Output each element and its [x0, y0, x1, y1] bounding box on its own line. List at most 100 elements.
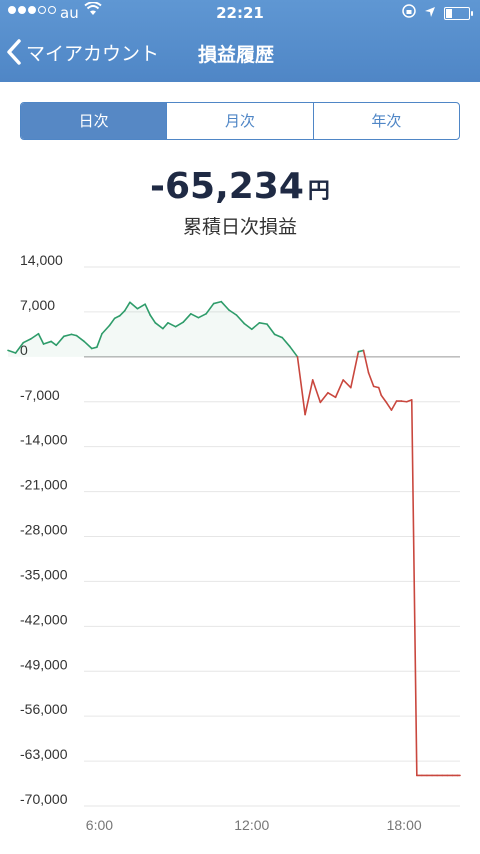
series-segment [90, 346, 98, 350]
series-segment [385, 401, 393, 411]
series-segment [197, 313, 207, 319]
pnl-line-chart: 14,000 7,000 0 -7,000 -14,000 -21,000 -28,000 -… [7, 252, 461, 833]
y-tick-label: -63,000 [20, 746, 68, 762]
series-segment [50, 340, 58, 347]
period-segmented-control: 日次 月次 年次 [20, 102, 460, 140]
y-tick-label: -14,000 [20, 432, 68, 448]
series-segment [350, 350, 360, 389]
back-label: マイアカウント [26, 42, 160, 65]
total-pnl-label: 累積日次損益 [182, 216, 297, 238]
status-bar: au 22:21 [0, 0, 480, 26]
wifi-icon [84, 1, 102, 20]
series-segment [220, 300, 230, 311]
y-tick-label: -35,000 [20, 566, 68, 582]
series-segment [205, 302, 215, 315]
series-segment [319, 391, 329, 404]
series-segment [154, 322, 164, 330]
tab-monthly[interactable]: 月次 [166, 103, 312, 139]
series-segment [281, 336, 291, 348]
series-segment [70, 333, 78, 337]
series-segment [167, 322, 177, 328]
page-title: 損益履歴 [198, 44, 275, 66]
series-segment [410, 399, 418, 777]
series-segment [22, 338, 32, 344]
y-tick-label: -28,000 [20, 522, 68, 538]
series-segment [362, 349, 370, 374]
location-icon [424, 4, 436, 22]
series-segment [367, 372, 375, 388]
series-segment [75, 334, 85, 343]
series-segment [144, 303, 152, 316]
series-segment [30, 332, 40, 340]
total-pnl-unit: 円 [307, 179, 330, 204]
series-segment [304, 379, 314, 416]
series-segment [101, 324, 111, 335]
series-segment [162, 322, 169, 330]
series-segment [289, 345, 299, 358]
series-segment [390, 400, 398, 411]
series-segment [342, 379, 352, 389]
y-tick-label: -70,000 [20, 791, 68, 807]
series-segment [258, 322, 268, 325]
series-segment [149, 314, 157, 324]
x-tick-label: 6:00 [86, 817, 113, 833]
y-tick-label: -49,000 [20, 656, 68, 672]
series-segment [113, 314, 121, 320]
series-segment [377, 386, 383, 397]
series-segment [55, 335, 65, 347]
back-button[interactable]: マイアカウント [6, 38, 159, 66]
series-segment [243, 322, 253, 331]
series-segment [357, 349, 365, 353]
series-segment [129, 301, 139, 310]
series-segment [380, 394, 388, 404]
series-segment [108, 317, 116, 327]
series-segment [96, 332, 103, 349]
total-pnl-value: -65,234 [150, 166, 304, 207]
series-segment [250, 322, 261, 331]
series-segment [190, 313, 200, 319]
y-tick-label: 0 [20, 342, 28, 358]
y-tick-label: -21,000 [20, 477, 68, 493]
y-tick-label: 14,000 [20, 252, 63, 268]
series-segment [14, 341, 25, 354]
series-segment [334, 379, 344, 399]
series-segment [136, 303, 146, 310]
series-segment [124, 301, 131, 312]
signal-strength-icon [8, 6, 56, 14]
status-time: 22:21 [216, 4, 264, 22]
series-segment [266, 323, 276, 336]
series-segment [182, 313, 192, 323]
series-segment [42, 340, 52, 345]
series-segment [118, 309, 126, 317]
tab-daily[interactable]: 日次 [21, 103, 167, 139]
series-segment [327, 391, 337, 399]
series-segment [7, 349, 17, 354]
carrier-label: au [60, 4, 79, 22]
tab-yearly[interactable]: 年次 [312, 103, 459, 139]
series-segment [235, 314, 245, 325]
series-segment [228, 309, 238, 316]
nav-bar: au 22:21 マイアカウント 損益履歴 [0, 0, 480, 82]
positive-area [8, 301, 460, 357]
series-segment [174, 321, 185, 328]
series-segment [400, 400, 408, 403]
series-segment [273, 333, 284, 339]
series-segment [83, 340, 93, 350]
y-tick-label: -7,000 [20, 387, 60, 403]
total-pnl: -65,234 円 [0, 166, 480, 207]
series-segment [372, 385, 380, 389]
x-tick-label: 12:00 [234, 817, 269, 833]
series-segment [37, 332, 45, 345]
series-segment [212, 300, 223, 305]
y-tick-label: 7,000 [20, 297, 55, 313]
orientation-lock-icon [402, 4, 416, 22]
series-segment [63, 333, 73, 338]
y-tick-label: -42,000 [20, 611, 68, 627]
series-segment [405, 399, 413, 403]
series-segment [311, 379, 322, 404]
series-segment [296, 356, 306, 416]
chevron-left-icon [7, 39, 21, 65]
y-tick-label: -56,000 [20, 701, 68, 717]
battery-icon [444, 6, 473, 20]
x-tick-label: 18:00 [387, 817, 422, 833]
